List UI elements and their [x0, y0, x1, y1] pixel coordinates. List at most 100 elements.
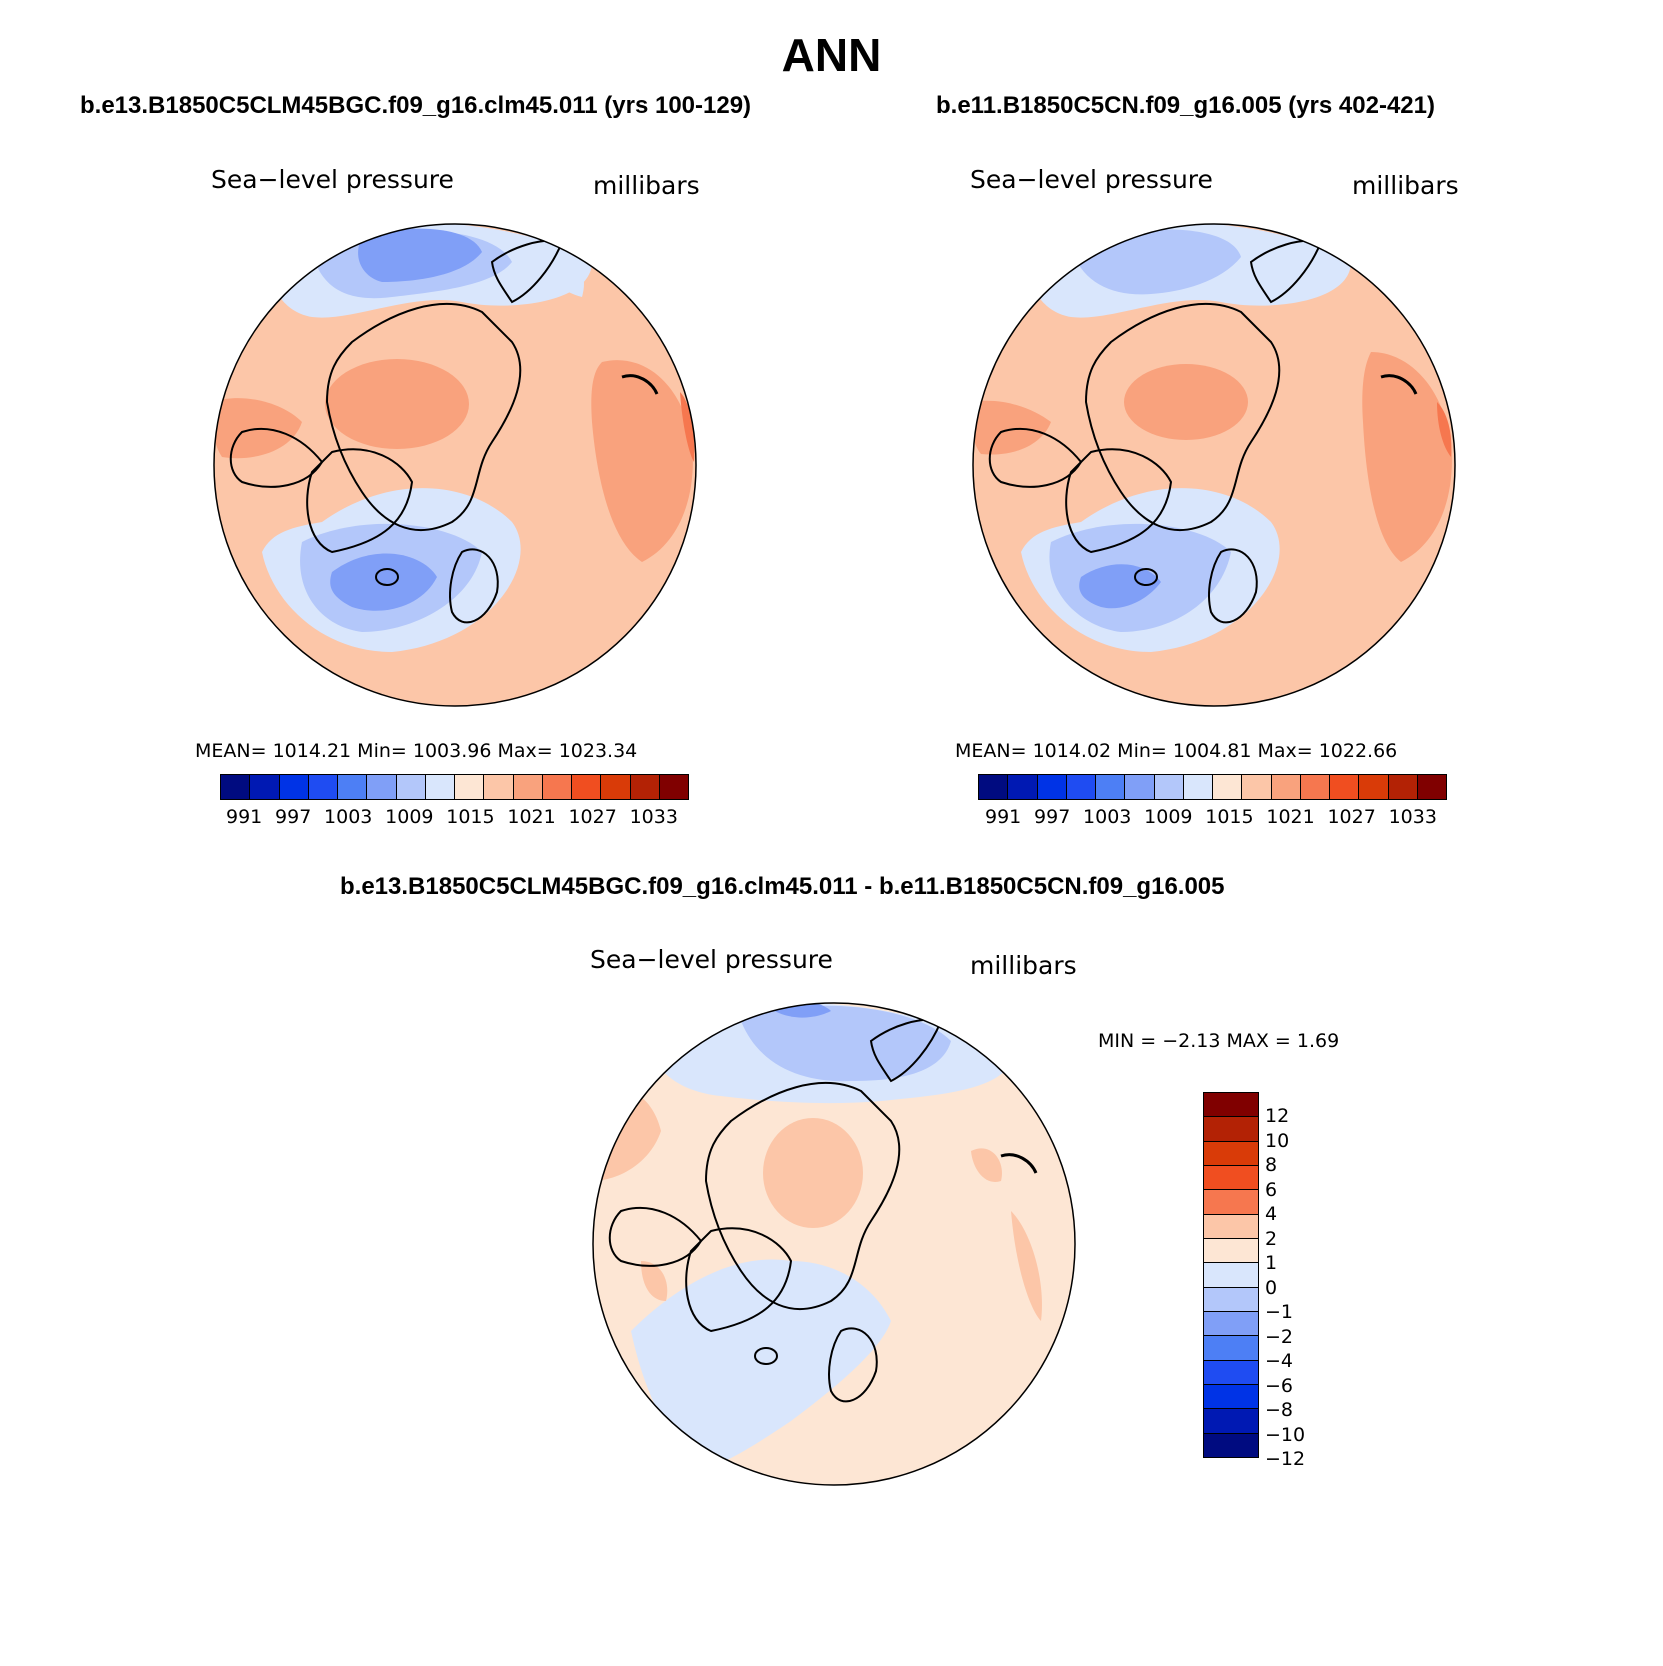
- colorbar-swatch: [1125, 775, 1155, 799]
- colorbar-swatch: [1204, 1190, 1258, 1215]
- colorbar-tick-label: 0: [1265, 1276, 1278, 1299]
- colorbar-tick-label: 1003: [1083, 806, 1132, 828]
- panel1-variable-label: Sea−level pressure: [211, 165, 454, 194]
- diff-colorbar-ticks: 12 10 8 6 4 2 1 0 −1 −2 −4 −6 −8 −10 −12: [1265, 1104, 1305, 1472]
- colorbar-swatch: [1008, 775, 1038, 799]
- panel1-stats: MEAN= 1014.21 Min= 1003.96 Max= 1023.34: [195, 740, 638, 762]
- colorbar-swatch: [1271, 775, 1301, 799]
- colorbar-swatch: [659, 775, 688, 799]
- colorbar-tick-label: 6: [1265, 1178, 1278, 1201]
- colorbar-swatch: [396, 775, 426, 799]
- diff-polar-map: [592, 1002, 1076, 1486]
- colorbar-tick-label: 1027: [568, 806, 617, 828]
- colorbar-swatch: [1037, 775, 1067, 799]
- panel2-polar-map: [972, 223, 1456, 707]
- colorbar-swatch: [1204, 1117, 1258, 1142]
- colorbar-tick-label: −12: [1265, 1448, 1306, 1470]
- colorbar-tick-label: 1009: [385, 806, 434, 828]
- colorbar-swatch: [1204, 1384, 1258, 1410]
- colorbar-tick-label: 1027: [1327, 806, 1376, 828]
- colorbar-swatch: [367, 775, 397, 799]
- colorbar-swatch: [1242, 775, 1272, 799]
- colorbar-swatch: [308, 775, 338, 799]
- colorbar-swatch: [1204, 1093, 1258, 1118]
- colorbar-swatch: [484, 775, 514, 799]
- colorbar-swatch: [513, 775, 543, 799]
- panel1-case-title: b.e13.B1850C5CLM45BGC.f09_g16.clm45.011 …: [80, 92, 752, 119]
- colorbar-swatch: [1204, 1287, 1258, 1312]
- colorbar-tick-label: 991: [985, 806, 1022, 828]
- colorbar-tick-label: 997: [275, 806, 312, 828]
- colorbar-swatch: [1204, 1263, 1258, 1288]
- colorbar-tick-label: −4: [1265, 1350, 1294, 1372]
- colorbar-swatch: [221, 775, 251, 799]
- colorbar-swatch: [1183, 775, 1213, 799]
- colorbar-tick-label: −10: [1265, 1423, 1306, 1446]
- colorbar-tick-label: 1033: [1388, 806, 1437, 828]
- colorbar-swatch: [1388, 775, 1418, 799]
- colorbar-swatch: [1204, 1409, 1258, 1434]
- panel1-colorbar: [220, 774, 689, 800]
- colorbar-swatch: [338, 775, 368, 799]
- diff-variable-label: Sea−level pressure: [590, 945, 833, 974]
- diff-stats: MIN = −2.13 MAX = 1.69: [1098, 1030, 1340, 1052]
- colorbar-tick-label: 991: [226, 806, 263, 828]
- colorbar-swatch: [601, 775, 631, 799]
- colorbar-tick-label: 2: [1265, 1227, 1278, 1250]
- colorbar-swatch: [1204, 1433, 1258, 1457]
- colorbar-swatch: [1154, 775, 1184, 799]
- colorbar-tick-label: 12: [1265, 1105, 1290, 1127]
- colorbar-tick-label: −8: [1265, 1399, 1294, 1421]
- panel2-colorbar: [978, 774, 1447, 800]
- colorbar-swatch: [1330, 775, 1360, 799]
- colorbar-swatch: [1066, 775, 1096, 799]
- colorbar-tick-label: 1021: [507, 806, 556, 828]
- diff-units-label: millibars: [970, 951, 1077, 980]
- colorbar-tick-label: 1015: [446, 806, 495, 828]
- colorbar-swatch: [1213, 775, 1243, 799]
- colorbar-tick-label: −6: [1265, 1374, 1294, 1397]
- panel1-colorbar-ticks: 991 997 1003 1009 1015 1021 1027 1033: [226, 806, 678, 828]
- colorbar-tick-label: −1: [1265, 1301, 1294, 1323]
- panel2-units-label: millibars: [1352, 171, 1459, 200]
- panel2-case-title: b.e11.B1850C5CN.f09_g16.005 (yrs 402-421…: [936, 92, 1435, 119]
- figure-title: ANN: [781, 29, 882, 81]
- colorbar-swatch: [455, 775, 485, 799]
- colorbar-tick-label: 1009: [1144, 806, 1193, 828]
- colorbar-tick-label: 8: [1265, 1154, 1278, 1176]
- colorbar-tick-label: 10: [1265, 1129, 1290, 1152]
- colorbar-swatch: [1204, 1141, 1258, 1166]
- colorbar-swatch: [1300, 775, 1330, 799]
- panel1-units-label: millibars: [593, 171, 700, 200]
- colorbar-swatch: [425, 775, 455, 799]
- colorbar-tick-label: 997: [1034, 806, 1071, 828]
- colorbar-swatch: [1204, 1336, 1258, 1361]
- panel2-variable-label: Sea−level pressure: [970, 165, 1213, 194]
- colorbar-swatch: [1359, 775, 1389, 799]
- colorbar-tick-label: −2: [1265, 1325, 1294, 1348]
- colorbar-swatch: [630, 775, 660, 799]
- colorbar-tick-label: 4: [1265, 1203, 1278, 1225]
- colorbar-swatch: [1204, 1214, 1258, 1239]
- panel2-colorbar-ticks: 991 997 1003 1009 1015 1021 1027 1033: [985, 806, 1437, 828]
- colorbar-swatch: [1204, 1165, 1258, 1191]
- colorbar-swatch: [1204, 1360, 1258, 1385]
- colorbar-tick-label: 1021: [1266, 806, 1315, 828]
- colorbar-swatch: [542, 775, 572, 799]
- colorbar-swatch: [1417, 775, 1446, 799]
- colorbar-tick-label: 1003: [324, 806, 373, 828]
- colorbar-swatch: [279, 775, 309, 799]
- colorbar-tick-label: 1015: [1205, 806, 1254, 828]
- colorbar-swatch: [250, 775, 280, 799]
- colorbar-swatch: [1096, 775, 1126, 799]
- colorbar-swatch: [1204, 1238, 1258, 1264]
- diff-case-title: b.e13.B1850C5CLM45BGC.f09_g16.clm45.011 …: [340, 873, 1225, 900]
- colorbar-swatch: [1204, 1311, 1258, 1337]
- colorbar-swatch: [979, 775, 1009, 799]
- colorbar-tick-label: 1: [1265, 1252, 1278, 1274]
- colorbar-swatch: [572, 775, 602, 799]
- panel2-stats: MEAN= 1014.02 Min= 1004.81 Max= 1022.66: [955, 740, 1398, 762]
- diff-colorbar: [1203, 1092, 1259, 1458]
- colorbar-tick-label: 1033: [629, 806, 678, 828]
- panel1-polar-map: [213, 223, 697, 707]
